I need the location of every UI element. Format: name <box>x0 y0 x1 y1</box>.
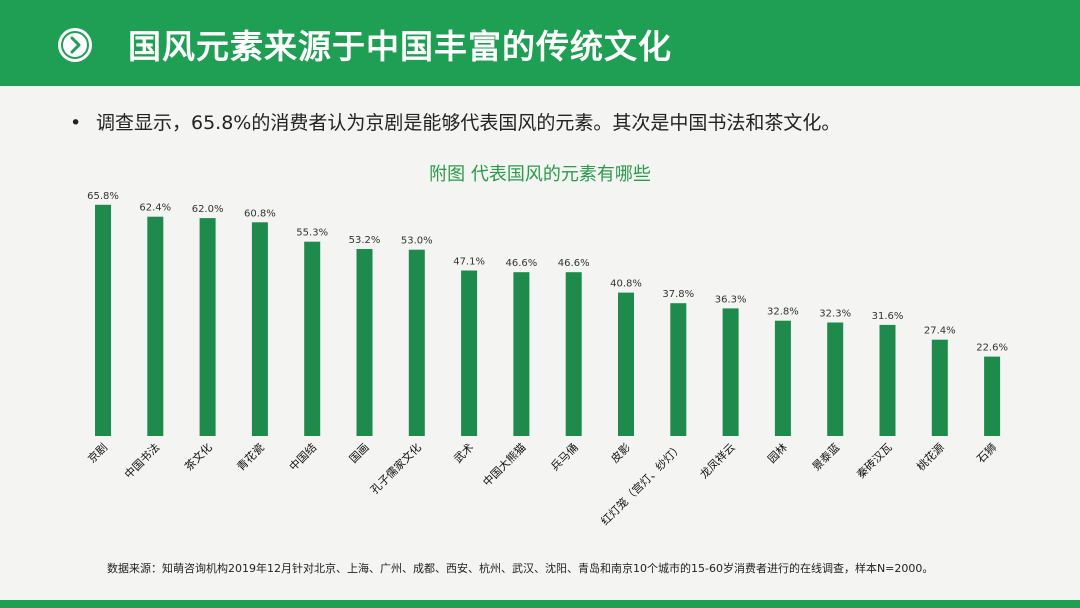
category-label-1: 中国书法 <box>121 440 162 481</box>
value-label-4: 55.3% <box>296 228 328 239</box>
category-label-16: 桃花源 <box>914 440 947 473</box>
value-label-16: 27.4% <box>924 326 956 337</box>
value-label-8: 46.6% <box>506 258 538 269</box>
category-label-17: 石狮 <box>974 441 999 466</box>
category-label-0: 京剧 <box>85 440 110 465</box>
value-label-2: 62.0% <box>192 204 224 215</box>
value-label-14: 32.3% <box>819 309 851 320</box>
bar-17 <box>984 356 1001 436</box>
summary-text: 调查显示，65.8%的消费者认为京剧是能够代表国风的元素。其次是中国书法和茶文化… <box>96 112 841 134</box>
value-label-5: 53.2% <box>349 235 381 246</box>
category-label-3: 青花瓷 <box>234 440 267 473</box>
value-label-0: 65.8% <box>87 191 119 202</box>
value-label-11: 37.8% <box>662 289 694 300</box>
category-label-6: 孔子儒家文化 <box>367 440 424 497</box>
header-bar: 国风元素来源于中国丰富的传统文化 <box>0 0 1080 86</box>
bar-8 <box>513 272 530 436</box>
bar-11 <box>670 303 687 436</box>
page-title: 国风元素来源于中国丰富的传统文化 <box>128 27 672 66</box>
data-source-note: 数据来源：知萌咨询机构2019年12月针对北京、上海、广州、成都、西安、杭州、武… <box>107 562 934 575</box>
category-label-5: 国画 <box>347 441 372 466</box>
bar-2 <box>199 218 216 436</box>
bar-14 <box>827 322 844 436</box>
value-label-3: 60.8% <box>244 208 276 219</box>
category-label-15: 秦砖汉瓦 <box>854 440 895 481</box>
bar-7 <box>461 270 478 436</box>
category-label-7: 武术 <box>451 441 476 466</box>
bar-5 <box>356 249 373 436</box>
bar-12 <box>722 308 739 436</box>
bar-10 <box>618 292 634 436</box>
bar-0 <box>95 204 111 436</box>
summary-bullet: • 调查显示，65.8%的消费者认为京剧是能够代表国风的元素。其次是中国书法和茶文… <box>70 108 840 135</box>
category-label-14: 景泰蓝 <box>809 440 842 473</box>
value-label-17: 22.6% <box>976 343 1008 354</box>
bar-13 <box>774 320 791 436</box>
category-label-10: 皮影 <box>608 441 633 466</box>
value-label-10: 40.8% <box>610 279 642 290</box>
value-label-12: 36.3% <box>715 294 747 305</box>
category-label-4: 中国结 <box>287 441 320 474</box>
category-label-13: 园林 <box>765 440 790 465</box>
footer-bar <box>0 600 1080 608</box>
value-label-6: 53.0% <box>401 236 433 247</box>
bar-16 <box>931 339 948 436</box>
chevron-right-icon <box>58 28 92 62</box>
bar-9 <box>565 272 582 436</box>
bar-15 <box>879 324 896 436</box>
bullet-marker: • <box>70 112 82 134</box>
value-label-1: 62.4% <box>139 203 171 214</box>
category-label-2: 茶文化 <box>181 440 214 473</box>
category-label-12: 龙凤祥云 <box>697 440 738 481</box>
bar-1 <box>147 216 164 436</box>
bar-4 <box>304 241 321 436</box>
value-label-15: 31.6% <box>872 311 904 322</box>
category-label-9: 兵马俑 <box>548 440 581 473</box>
bar-6 <box>408 249 425 436</box>
category-label-8: 中国大熊猫 <box>480 440 529 489</box>
value-label-9: 46.6% <box>558 258 590 269</box>
value-label-7: 47.1% <box>453 257 485 268</box>
bar-3 <box>251 222 268 436</box>
chart-title: 附图 代表国风的元素有哪些 <box>429 164 651 185</box>
value-label-13: 32.8% <box>767 307 799 318</box>
